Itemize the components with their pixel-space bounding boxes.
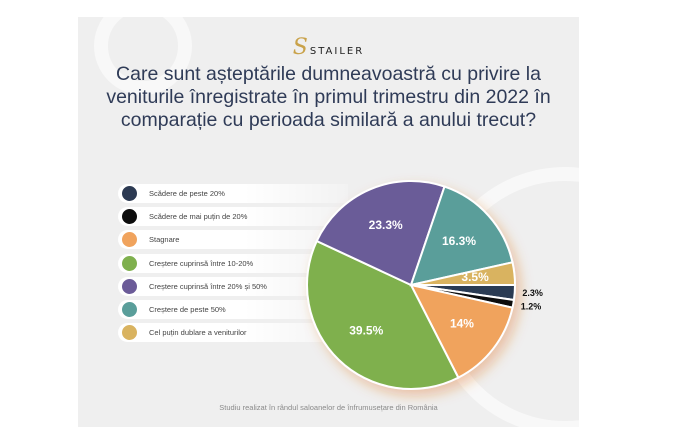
pie-slices [306, 180, 517, 390]
footer-note: Studiu realizat în rândul saloanelor de … [219, 403, 438, 412]
legend-item: Creștere cuprinsă între 10-20% [118, 253, 348, 273]
chart-legend: Scădere de peste 20% Scădere de mai puțin… [118, 184, 348, 346]
legend-item: Creștere cuprinsă între 20% și 50% [118, 276, 348, 296]
legend-swatch [122, 278, 137, 294]
legend-label: Cel puțin dublare a veniturilor [149, 328, 247, 338]
legend-item: Stagnare [118, 230, 348, 250]
legend-swatch [122, 325, 137, 341]
legend-label: Creștere de peste 50% [149, 304, 226, 314]
brand-mark: S [292, 34, 308, 60]
pie-chart: 2.3% 1.2% 14% 39.5% 23.3% 16.3% 3.5% [306, 180, 543, 390]
legend-swatch [122, 301, 137, 317]
pie-slice [306, 239, 460, 390]
pie-slice [315, 180, 446, 287]
brand-name: STAILER [309, 45, 365, 57]
legend-label: Stagnare [149, 235, 180, 245]
legend-label: Scădere de peste 20% [149, 189, 225, 198]
slice-value-label: 23.3% [369, 218, 403, 232]
legend-swatch [122, 232, 137, 248]
legend-swatch [122, 186, 137, 201]
chart-title: Care sunt așteptările dumneavoastră cu p… [106, 63, 551, 131]
legend-item: Creștere de peste 50% [118, 299, 348, 319]
legend-swatch [122, 209, 137, 225]
legend-item: Scădere de peste 20% [118, 184, 348, 203]
slice-value-label: 3.5% [461, 270, 489, 284]
slice-value-label: 2.3% [522, 288, 543, 298]
slice-value-label: 39.5% [349, 324, 383, 338]
pie-slice [410, 261, 517, 286]
legend-item: Scădere de mai puțin de 20% [118, 207, 348, 227]
slice-value-label: 16.3% [442, 234, 476, 248]
legend-label: Creștere cuprinsă între 20% și 50% [149, 281, 267, 291]
pie-slice [409, 185, 514, 287]
infographic-card: S STAILER Care sunt așteptările dumneavo… [78, 17, 579, 427]
slice-value-label: 1.2% [521, 301, 542, 311]
pie-slice [409, 283, 514, 379]
legend-item: Cel puțin dublare a veniturilor [118, 323, 348, 343]
legend-swatch [122, 255, 137, 271]
legend-label: Scădere de mai puțin de 20% [149, 212, 248, 222]
brand-logo: S STAILER [78, 33, 579, 61]
slice-value-label: 14% [450, 317, 474, 331]
legend-label: Creștere cuprinsă între 10-20% [149, 258, 254, 268]
